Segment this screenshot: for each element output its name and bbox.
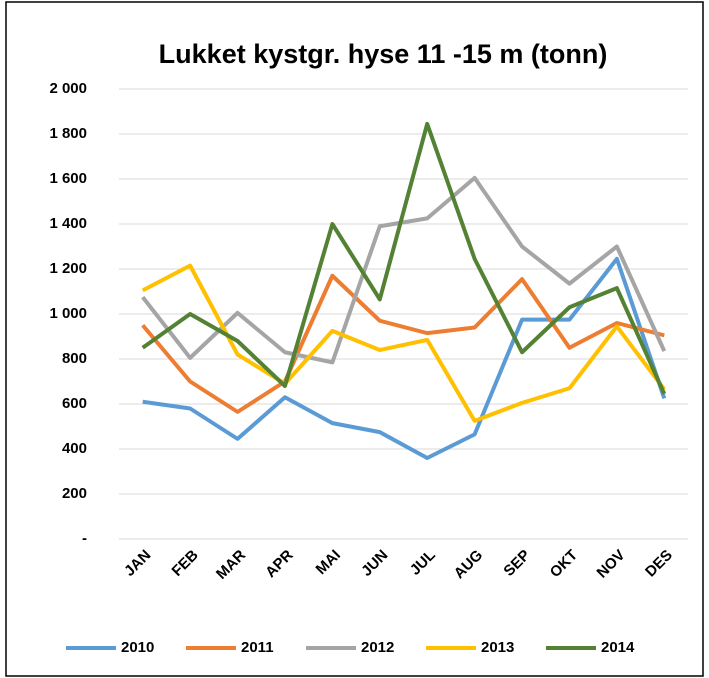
legend-label: 2012 [361,639,394,656]
legend-label: 2011 [241,639,274,656]
y-tick-label: 1 400 [49,215,87,232]
y-tick-label: 400 [62,440,87,457]
chart-title: Lukket kystgr. hyse 11 -15 m (tonn) [159,39,608,69]
series-line [141,121,667,395]
y-tick-label: 1 600 [49,170,87,187]
series-line [141,175,667,365]
legend-label: 2013 [481,639,514,656]
y-tick-label: 600 [62,395,87,412]
y-tick-label: 200 [62,485,87,502]
series-line [141,263,666,423]
y-tick-label: 1 800 [49,125,87,142]
legend-label: 2014 [601,639,635,656]
y-tick-label: 800 [62,350,87,367]
y-tick-label: - [82,530,87,547]
series-line [142,256,667,460]
y-tick-label: 1 200 [49,260,87,277]
series-line [141,273,665,414]
legend-label: 2010 [121,639,154,656]
y-tick-label: 2 000 [49,80,87,97]
y-tick-label: 1 000 [49,305,87,322]
